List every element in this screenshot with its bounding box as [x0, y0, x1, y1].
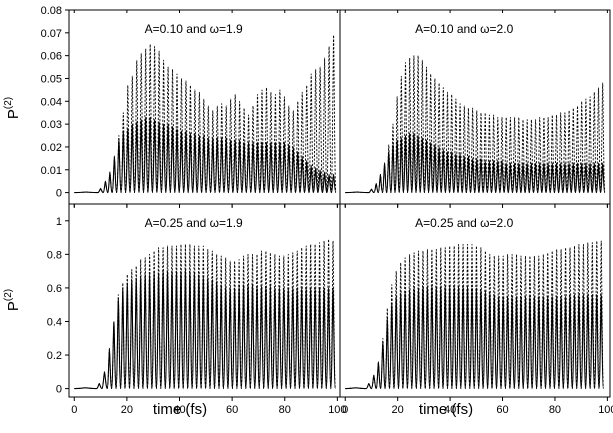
- panel-4-xtick-label-80: 80: [549, 404, 561, 416]
- panel-4: 0 20 40 60 80 100 A=0.25 and ω=2.0: [339, 203, 613, 416]
- y-axis-label-bottom: P(2): [3, 289, 22, 311]
- panel-4-xtick-label-60: 60: [496, 404, 508, 416]
- y-axis-label-top-base: P: [5, 109, 22, 119]
- panel-3-title: A=0.25 and ω=1.9: [145, 216, 243, 230]
- panel-3-ytick-label-0: 0: [56, 384, 62, 396]
- panel-4-xtick-label-100: 100: [598, 404, 613, 416]
- panel-1-ytick-label-0.08: 0.08: [41, 5, 62, 17]
- panel-3-ytick-label-1: 1: [56, 216, 62, 228]
- panel-1-title: A=0.10 and ω=1.9: [145, 22, 243, 36]
- panel-4-frame: [339, 203, 611, 398]
- panel-4-xtick-label-20: 20: [392, 404, 404, 416]
- y-axis-label-top-sup: (2): [3, 97, 14, 109]
- panel-1-ytick-label-0.03: 0.03: [41, 119, 62, 131]
- panel-3-xtick-label-60: 60: [226, 404, 238, 416]
- panel-1-ytick-label-0.05: 0.05: [41, 73, 62, 85]
- panel-1-ytick-label-0.07: 0.07: [41, 28, 62, 40]
- panel-2: A=0.10 and ω=2.0: [339, 9, 611, 208]
- panel-3-ytick-label-0.6: 0.6: [47, 283, 62, 295]
- panel-3-xtick-label-40: 40: [173, 404, 185, 416]
- panel-1-ytick-label-0: 0: [56, 188, 62, 200]
- panel-1-ytick-label-0.02: 0.02: [41, 142, 62, 154]
- panel-3-xtick-label-100: 100: [328, 404, 346, 416]
- svg-text:P(2): P(2): [3, 289, 22, 311]
- panel-4-xtick-label-40: 40: [444, 404, 456, 416]
- x-axis-label-right: time (fs): [419, 401, 473, 418]
- panel-4-title: A=0.25 and ω=2.0: [415, 216, 513, 230]
- x-axis-label-left: time (fs): [153, 401, 207, 418]
- panel-2-series-solid: [345, 132, 606, 194]
- panel-3-ytick-label-0.4: 0.4: [47, 316, 62, 328]
- panel-3-xtick-label-20: 20: [121, 404, 133, 416]
- panel-1-ytick-label-0.04: 0.04: [41, 96, 62, 108]
- y-axis-label-top: P(2): [3, 97, 22, 119]
- svg-text:P(2): P(2): [3, 97, 22, 119]
- panel-1: 0 0.01 0.02 0.03 0.04 0.05 0.06 0.07 0.08 A=0.10 …: [41, 5, 341, 208]
- panel-1-ytick-label-0.01: 0.01: [41, 165, 62, 177]
- panel-3-xtick-label-80: 80: [279, 404, 291, 416]
- y-axis-label-bottom-base: P: [5, 301, 22, 311]
- panel-3-xtick-label-0: 0: [71, 404, 77, 416]
- panel-4-series-solid: [345, 285, 604, 390]
- panel-1-series-solid: [74, 116, 337, 194]
- y-axis-label-bottom-sup: (2): [3, 289, 14, 301]
- panel-4-xtick-label-0: 0: [342, 404, 348, 416]
- panel-2-title: A=0.10 and ω=2.0: [415, 22, 513, 36]
- panel-3-ytick-label-0.8: 0.8: [47, 249, 62, 261]
- panel-3-series-solid: [74, 268, 336, 390]
- panel-3-ytick-label-0.2: 0.2: [47, 350, 62, 362]
- panel-2-series-dashed: [345, 55, 606, 194]
- panel-1-ytick-label-0.06: 0.06: [41, 51, 62, 63]
